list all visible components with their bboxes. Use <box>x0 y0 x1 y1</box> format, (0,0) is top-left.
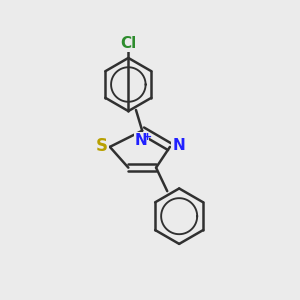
Text: Cl: Cl <box>120 36 136 51</box>
Text: S: S <box>96 137 108 155</box>
Text: +: + <box>143 132 152 142</box>
Text: N: N <box>135 134 148 148</box>
Text: N: N <box>172 138 185 153</box>
